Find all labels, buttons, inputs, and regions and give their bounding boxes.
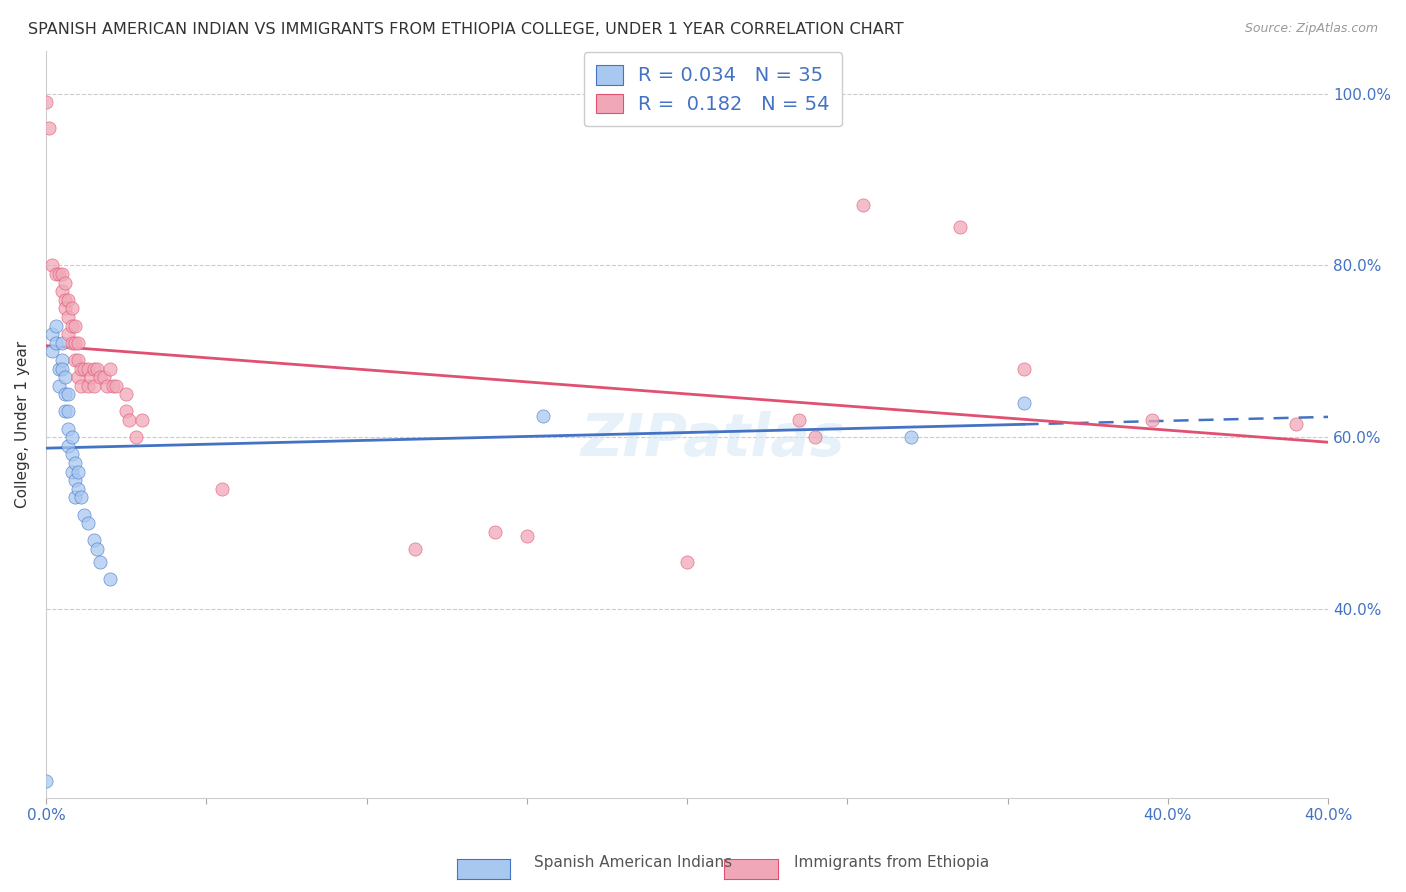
Point	[86, 361, 108, 376]
Point	[804, 430, 827, 444]
Point	[211, 482, 233, 496]
Point	[53, 301, 76, 316]
Point	[60, 430, 83, 444]
Point	[35, 95, 58, 110]
Point	[41, 259, 63, 273]
Point	[531, 409, 554, 423]
Text: Spanish American Indians: Spanish American Indians	[534, 855, 733, 870]
Point	[118, 413, 141, 427]
Point	[66, 482, 89, 496]
Point	[45, 318, 67, 333]
Point	[58, 422, 80, 436]
Point	[58, 387, 80, 401]
Point	[105, 378, 128, 392]
Text: Source: ZipAtlas.com: Source: ZipAtlas.com	[1244, 22, 1378, 36]
Point	[48, 378, 70, 392]
Point	[98, 572, 121, 586]
Point	[60, 335, 83, 350]
Point	[58, 293, 80, 307]
Point	[89, 555, 111, 569]
Point	[53, 293, 76, 307]
Point	[115, 387, 138, 401]
Point	[41, 327, 63, 342]
Point	[676, 555, 699, 569]
Point	[60, 301, 83, 316]
Point	[80, 370, 103, 384]
Point	[1140, 413, 1163, 427]
Point	[1012, 361, 1035, 376]
Point	[83, 533, 105, 548]
Point	[103, 378, 125, 392]
Point	[83, 378, 105, 392]
Point	[89, 370, 111, 384]
Point	[852, 198, 875, 212]
Point	[51, 284, 73, 298]
Y-axis label: College, Under 1 year: College, Under 1 year	[15, 341, 30, 508]
Point	[53, 276, 76, 290]
Point	[51, 353, 73, 368]
Point	[66, 370, 89, 384]
Point	[63, 491, 86, 505]
Point	[404, 541, 426, 556]
Text: ZIPatlas: ZIPatlas	[581, 411, 845, 467]
Point	[41, 344, 63, 359]
Point	[63, 335, 86, 350]
Text: SPANISH AMERICAN INDIAN VS IMMIGRANTS FROM ETHIOPIA COLLEGE, UNDER 1 YEAR CORREL: SPANISH AMERICAN INDIAN VS IMMIGRANTS FR…	[28, 22, 904, 37]
Point	[63, 318, 86, 333]
Point	[66, 335, 89, 350]
Point	[948, 219, 970, 234]
Point	[53, 404, 76, 418]
Point	[63, 456, 86, 470]
Point	[53, 387, 76, 401]
Point	[48, 361, 70, 376]
Point	[125, 430, 148, 444]
Point	[51, 335, 73, 350]
Point	[73, 508, 96, 522]
Point	[76, 361, 98, 376]
Point	[45, 335, 67, 350]
Point	[58, 439, 80, 453]
Point	[131, 413, 153, 427]
Point	[35, 773, 58, 788]
Point	[73, 361, 96, 376]
Point	[93, 370, 115, 384]
Point	[70, 361, 93, 376]
Point	[900, 430, 922, 444]
Point	[51, 267, 73, 281]
Point	[51, 361, 73, 376]
Point	[787, 413, 810, 427]
Text: Immigrants from Ethiopia: Immigrants from Ethiopia	[794, 855, 990, 870]
Point	[516, 529, 538, 543]
Point	[66, 353, 89, 368]
Point	[58, 404, 80, 418]
Point	[66, 465, 89, 479]
Point	[86, 541, 108, 556]
Point	[98, 361, 121, 376]
Legend: R = 0.034   N = 35, R =  0.182   N = 54: R = 0.034 N = 35, R = 0.182 N = 54	[583, 53, 842, 127]
Point	[63, 473, 86, 487]
Point	[38, 120, 60, 135]
Point	[58, 327, 80, 342]
Point	[60, 465, 83, 479]
Point	[96, 378, 118, 392]
Point	[70, 491, 93, 505]
Point	[63, 353, 86, 368]
Point	[58, 310, 80, 324]
Point	[115, 404, 138, 418]
Point	[83, 361, 105, 376]
Point	[48, 267, 70, 281]
Point	[1285, 417, 1308, 432]
Point	[45, 267, 67, 281]
Point	[76, 378, 98, 392]
Point	[60, 318, 83, 333]
Point	[484, 524, 506, 539]
Point	[76, 516, 98, 531]
Point	[53, 370, 76, 384]
Point	[60, 447, 83, 461]
Point	[1012, 396, 1035, 410]
Point	[70, 378, 93, 392]
